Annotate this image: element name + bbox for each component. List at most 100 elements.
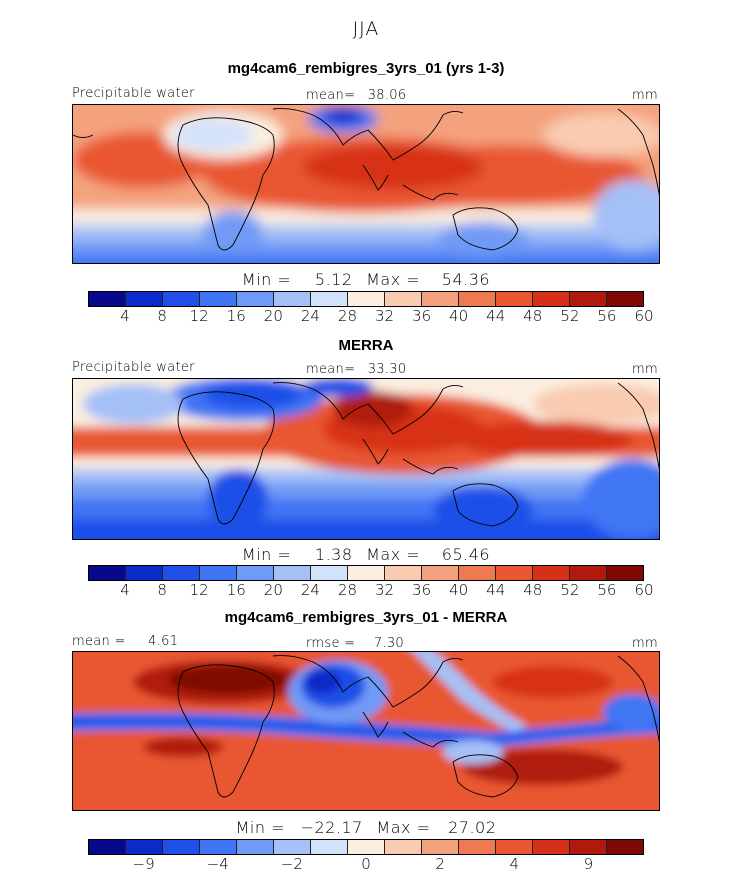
- colorbar-swatch: [570, 566, 607, 580]
- panel-1-min-label: Min =: [241, 270, 292, 289]
- colorbar-tick-label: 28: [337, 307, 357, 325]
- colorbar-swatch: [311, 840, 348, 854]
- colorbar-tick-label: 4: [509, 855, 520, 873]
- colorbar-swatch: [348, 566, 385, 580]
- colorbar-swatch: [570, 292, 607, 306]
- colorbar-tick-label: 8: [157, 307, 167, 325]
- panel-1-colorbar: [88, 291, 644, 307]
- colorbar-tick-label: 48: [523, 307, 543, 325]
- colorbar-tick-label: 20: [263, 307, 283, 325]
- colorbar-tick-label: 52: [560, 307, 580, 325]
- panel-2-units: mm: [632, 362, 658, 377]
- panel-3-rmse-value: 7.30: [373, 636, 404, 651]
- colorbar-swatch: [163, 566, 200, 580]
- colorbar-tick-label: 60: [634, 581, 654, 599]
- colorbar-tick-label: 9: [583, 855, 594, 873]
- colorbar-swatch: [237, 566, 274, 580]
- colorbar-swatch: [496, 292, 533, 306]
- colorbar-tick-label: 36: [412, 307, 432, 325]
- panel-3-map-svg: [73, 652, 659, 810]
- colorbar-swatch: [496, 566, 533, 580]
- panel-2-min-label: Min =: [241, 545, 292, 564]
- colorbar-tick-label: 8: [157, 581, 167, 599]
- colorbar-swatch: [274, 566, 311, 580]
- panel-2-map: [72, 378, 660, 540]
- colorbar-tick-label: 12: [189, 307, 209, 325]
- colorbar-swatch: [385, 292, 422, 306]
- colorbar-tick-label: 24: [300, 307, 320, 325]
- panel-1-variable-label: Precipitable water: [72, 86, 195, 101]
- panel-2-mean-text: mean=: [306, 362, 356, 377]
- panel-2-max-value: 65.46: [441, 545, 491, 564]
- panel-3-colorbar: [88, 839, 644, 855]
- colorbar-tick-label: −4: [206, 855, 229, 873]
- colorbar-swatch: [237, 840, 274, 854]
- colorbar-swatch: [533, 292, 570, 306]
- colorbar-swatch: [348, 292, 385, 306]
- panel-2-mean-label: mean= 33.30: [306, 362, 406, 377]
- panel-3-max-label: Max =: [376, 818, 431, 837]
- colorbar-swatch: [274, 840, 311, 854]
- colorbar-tick-label: 2: [435, 855, 445, 873]
- colorbar-swatch: [200, 566, 237, 580]
- colorbar-tick-label: 4: [120, 307, 130, 325]
- panel-1-mean-label: mean= 38.06: [306, 88, 406, 103]
- colorbar-swatch: [163, 292, 200, 306]
- panel-2-variable-label: Precipitable water: [72, 360, 195, 375]
- panel-2-mean-value: 33.30: [367, 362, 407, 377]
- colorbar-swatch: [163, 840, 200, 854]
- colorbar-tick-label: 24: [300, 581, 320, 599]
- colorbar-tick-label: 20: [263, 581, 283, 599]
- colorbar-swatch: [237, 292, 274, 306]
- panel-3-minmax: Min = −22.17 Max = 27.02: [0, 818, 732, 837]
- colorbar-tick-label: 32: [374, 307, 395, 325]
- panel-1-mean-text: mean=: [306, 88, 356, 103]
- colorbar-swatch: [422, 840, 459, 854]
- colorbar-swatch: [311, 292, 348, 306]
- colorbar-tick-label: 16: [226, 307, 246, 325]
- colorbar-swatch: [126, 566, 163, 580]
- colorbar-swatch: [126, 840, 163, 854]
- colorbar-swatch: [459, 292, 496, 306]
- colorbar-swatch: [200, 292, 237, 306]
- colorbar-swatch: [607, 840, 643, 854]
- colorbar-tick-label: 12: [189, 581, 209, 599]
- colorbar-swatch: [89, 566, 126, 580]
- colorbar-tick-label: 40: [449, 307, 469, 325]
- panel-3-units: mm: [632, 636, 658, 651]
- colorbar-swatch: [459, 840, 496, 854]
- colorbar-swatch: [126, 292, 163, 306]
- panel-2-colorbar-labels: 4 8 12 16 20 24 28 32 36 40 44 48 52 56 60: [88, 581, 653, 603]
- colorbar-tick-label: −9: [132, 855, 155, 873]
- panel-1-mean-value: 38.06: [367, 88, 407, 103]
- colorbar-tick-label: 16: [226, 581, 246, 599]
- colorbar-swatch: [385, 566, 422, 580]
- panel-3-mean-value: 4.61: [148, 634, 179, 649]
- panel-2-colorbar: [88, 565, 644, 581]
- colorbar-swatch: [570, 840, 607, 854]
- panel-2-map-svg: [73, 379, 659, 539]
- colorbar-swatch: [459, 566, 496, 580]
- colorbar-swatch: [89, 292, 126, 306]
- colorbar-swatch: [422, 292, 459, 306]
- figure-title: JJA: [352, 18, 380, 40]
- panel-1-max-value: 54.36: [441, 270, 491, 289]
- colorbar-tick-label: 44: [486, 581, 506, 599]
- panel-3-map: [72, 651, 660, 811]
- panel-1-min-value: 5.12: [314, 270, 353, 289]
- colorbar-tick-label: 56: [597, 307, 617, 325]
- colorbar-tick-label: 40: [449, 581, 469, 599]
- panel-3-max-value: 27.02: [448, 818, 497, 837]
- panel-1-map: [72, 104, 660, 264]
- colorbar-swatch: [274, 292, 311, 306]
- colorbar-tick-label: 36: [412, 581, 432, 599]
- panel-1-minmax: Min = 5.12 Max = 54.36: [0, 270, 732, 289]
- colorbar-swatch: [348, 840, 385, 854]
- colorbar-tick-label: 48: [523, 581, 543, 599]
- colorbar-tick-label: 0: [361, 855, 371, 873]
- colorbar-swatch: [385, 840, 422, 854]
- panel-1-title: mg4cam6_rembigres_3yrs_01 (yrs 1-3): [227, 60, 505, 77]
- panel-1-map-svg: [73, 105, 659, 263]
- panel-2-minmax: Min = 1.38 Max = 65.46: [0, 545, 732, 564]
- colorbar-swatch: [496, 840, 533, 854]
